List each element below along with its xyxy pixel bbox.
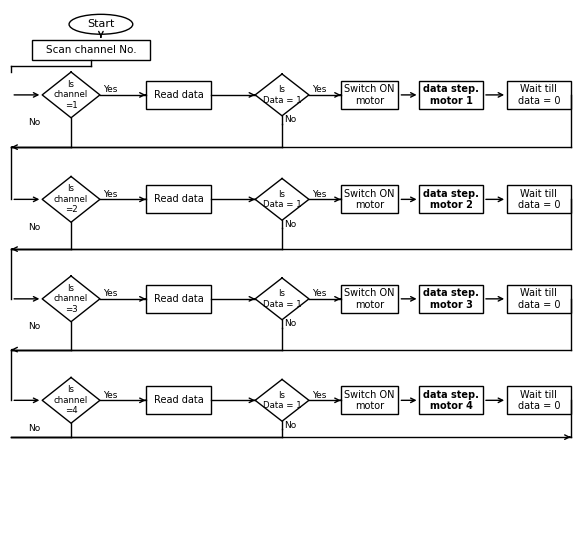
FancyBboxPatch shape — [420, 81, 483, 109]
Polygon shape — [42, 72, 100, 118]
Text: Is
channel
=1: Is channel =1 — [54, 80, 88, 110]
Text: Read data: Read data — [154, 195, 203, 204]
FancyBboxPatch shape — [341, 285, 398, 313]
Text: Switch ON
motor: Switch ON motor — [345, 390, 395, 411]
Text: Is
Data = 1: Is Data = 1 — [263, 85, 301, 105]
Text: Read data: Read data — [154, 294, 203, 304]
Text: Yes: Yes — [103, 85, 117, 94]
Text: No: No — [284, 319, 296, 328]
Polygon shape — [255, 278, 309, 320]
Text: Is
channel
=3: Is channel =3 — [54, 284, 88, 314]
Text: No: No — [284, 115, 296, 125]
Text: data step.
motor 1: data step. motor 1 — [423, 84, 479, 106]
FancyBboxPatch shape — [341, 386, 398, 414]
Text: Yes: Yes — [312, 190, 326, 199]
Text: Wait till
data = 0: Wait till data = 0 — [517, 189, 560, 210]
Text: Wait till
data = 0: Wait till data = 0 — [517, 288, 560, 309]
Text: Wait till
data = 0: Wait till data = 0 — [517, 390, 560, 411]
FancyBboxPatch shape — [341, 81, 398, 109]
FancyBboxPatch shape — [507, 185, 571, 213]
Text: Wait till
data = 0: Wait till data = 0 — [517, 84, 560, 106]
Text: Yes: Yes — [312, 289, 326, 299]
Text: Switch ON
motor: Switch ON motor — [345, 84, 395, 106]
Text: Switch ON
motor: Switch ON motor — [345, 189, 395, 210]
FancyBboxPatch shape — [146, 81, 212, 109]
Text: Is
Data = 1: Is Data = 1 — [263, 190, 301, 209]
Text: No: No — [284, 421, 296, 430]
Ellipse shape — [69, 15, 133, 34]
FancyBboxPatch shape — [32, 40, 149, 60]
Text: Start: Start — [87, 19, 115, 29]
FancyBboxPatch shape — [341, 185, 398, 213]
FancyBboxPatch shape — [420, 386, 483, 414]
FancyBboxPatch shape — [146, 285, 212, 313]
FancyBboxPatch shape — [420, 285, 483, 313]
FancyBboxPatch shape — [507, 285, 571, 313]
Polygon shape — [255, 379, 309, 421]
FancyBboxPatch shape — [507, 386, 571, 414]
Polygon shape — [255, 178, 309, 220]
Text: Yes: Yes — [103, 190, 117, 199]
Text: Scan channel No.: Scan channel No. — [46, 45, 137, 55]
Text: Read data: Read data — [154, 90, 203, 100]
Text: No: No — [28, 223, 40, 232]
Text: data step.
motor 2: data step. motor 2 — [423, 189, 479, 210]
Text: No: No — [28, 118, 40, 127]
Polygon shape — [42, 276, 100, 322]
FancyBboxPatch shape — [507, 81, 571, 109]
Text: Yes: Yes — [103, 289, 117, 299]
Text: data step.
motor 4: data step. motor 4 — [423, 390, 479, 411]
Polygon shape — [42, 176, 100, 222]
Text: Switch ON
motor: Switch ON motor — [345, 288, 395, 309]
Text: data step.
motor 3: data step. motor 3 — [423, 288, 479, 309]
Polygon shape — [255, 74, 309, 116]
FancyBboxPatch shape — [146, 386, 212, 414]
Text: No: No — [284, 220, 296, 229]
FancyBboxPatch shape — [420, 185, 483, 213]
Text: Is
Data = 1: Is Data = 1 — [263, 391, 301, 410]
Text: Is
Data = 1: Is Data = 1 — [263, 289, 301, 308]
Text: No: No — [28, 424, 40, 433]
FancyBboxPatch shape — [146, 185, 212, 213]
Text: Yes: Yes — [103, 391, 117, 400]
Text: Yes: Yes — [312, 85, 326, 94]
Text: Is
channel
=2: Is channel =2 — [54, 184, 88, 215]
Text: No: No — [28, 322, 40, 331]
Polygon shape — [42, 377, 100, 423]
Text: Read data: Read data — [154, 395, 203, 405]
Text: Yes: Yes — [312, 391, 326, 400]
Text: Is
channel
=4: Is channel =4 — [54, 385, 88, 415]
